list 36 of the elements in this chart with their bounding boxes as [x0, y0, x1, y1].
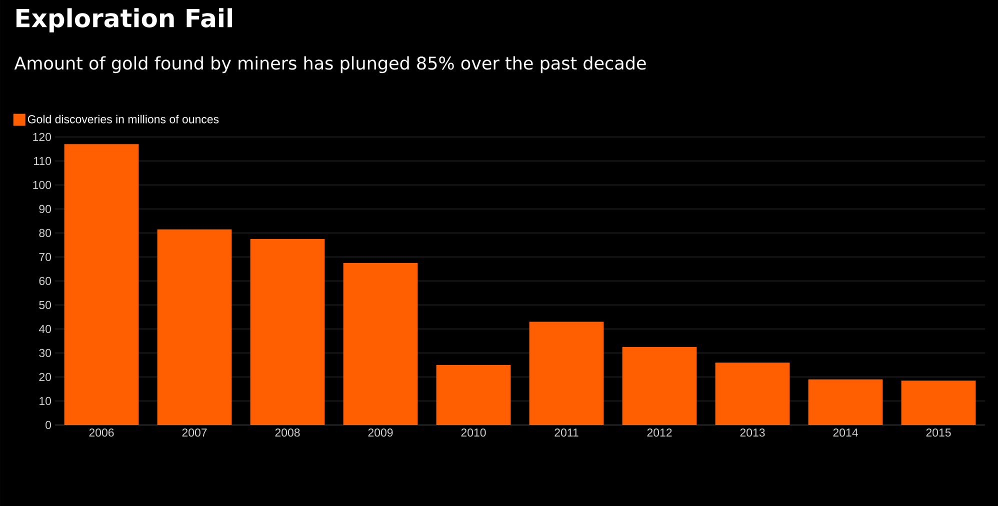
bar — [901, 380, 976, 425]
x-tick-label: 2009 — [368, 428, 393, 437]
bar — [622, 346, 697, 425]
y-tick-label: 20 — [39, 372, 52, 382]
y-tick-label: 110 — [34, 156, 52, 166]
y-tick-label: 100 — [33, 180, 52, 190]
x-tick-label: 2007 — [182, 428, 207, 437]
bar — [808, 379, 883, 425]
y-tick-label: 80 — [39, 228, 52, 238]
bar — [250, 238, 325, 425]
bar — [64, 144, 139, 425]
x-tick-label: 2011 — [554, 428, 578, 437]
x-tick-label: 2008 — [275, 428, 300, 437]
chart-subtitle: Amount of gold found by miners has plunged 85% over the past decade — [14, 56, 646, 74]
bar — [529, 322, 604, 425]
bar — [436, 364, 511, 425]
x-tick-label: 2010 — [461, 428, 486, 437]
chart-title: Exploration Fail — [16, 8, 232, 32]
bar — [715, 362, 790, 425]
x-tick-label: 2015 — [926, 428, 951, 437]
x-tick-label: 2014 — [833, 428, 858, 437]
x-tick-label: 2013 — [740, 428, 765, 437]
x-tick-label: 2012 — [647, 428, 672, 437]
y-tick-label: 50 — [39, 300, 52, 310]
y-tick-label: 120 — [33, 132, 52, 142]
y-tick-label: 10 — [40, 396, 52, 406]
y-tick-label: 40 — [38, 324, 52, 334]
y-tick-label: 0 — [46, 420, 52, 430]
y-tick-label: 60 — [39, 276, 52, 286]
bar — [157, 229, 232, 425]
x-tick-label: 2006 — [89, 428, 114, 437]
legend-label: Gold discoveries in millions of ounces — [28, 114, 219, 124]
bar — [343, 262, 418, 425]
y-tick-label: 70 — [39, 252, 52, 262]
y-tick-label: 90 — [39, 204, 52, 214]
y-tick-label: 30 — [39, 348, 52, 358]
